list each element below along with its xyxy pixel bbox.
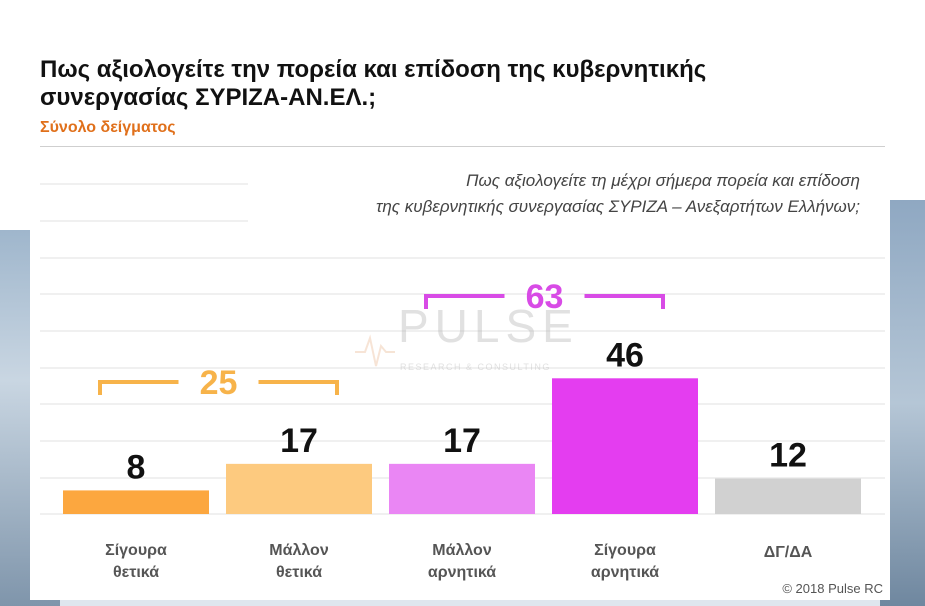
page-title: Πως αξιολογείτε την πορεία και επίδοση τ… bbox=[40, 56, 707, 111]
copyright-note: © 2018 Pulse RC bbox=[782, 581, 883, 596]
category-label: Σίγουρα bbox=[594, 542, 656, 559]
category-label: Μάλλον bbox=[432, 542, 492, 559]
group-bracket-left bbox=[98, 380, 179, 395]
group-bracket-right bbox=[258, 380, 339, 395]
category-label: αρνητικά bbox=[428, 564, 496, 581]
bar bbox=[715, 478, 861, 514]
title-separator bbox=[40, 146, 885, 147]
group-total-label: 25 bbox=[200, 364, 238, 402]
group-bracket-right bbox=[584, 294, 665, 309]
sample-subtitle: Σύνολο δείγματος bbox=[40, 119, 176, 136]
bar-value-label: 46 bbox=[606, 336, 644, 374]
survey-question-line-1: Πως αξιολογείτε τη μέχρι σήμερα πορεία κ… bbox=[466, 171, 860, 190]
bars-layer: 8 17 17 46 12 bbox=[63, 336, 861, 514]
category-label: αρνητικά bbox=[591, 564, 659, 581]
bar-value-label: 17 bbox=[443, 422, 481, 460]
category-label: θετικά bbox=[113, 564, 159, 581]
bar-value-label: 8 bbox=[127, 448, 146, 486]
group-total-label: 63 bbox=[526, 278, 564, 316]
category-label: Μάλλον bbox=[269, 542, 329, 559]
bar-value-label: 17 bbox=[280, 422, 318, 460]
category-label: θετικά bbox=[276, 564, 322, 581]
survey-question-line-2: της κυβερνητικής συνεργασίας ΣΥΡΙΖΑ – Αν… bbox=[376, 197, 860, 216]
group-bracket-left bbox=[424, 294, 505, 309]
category-label: ΔΓ/ΔΑ bbox=[764, 544, 813, 561]
bar bbox=[226, 463, 372, 514]
survey-question: Πως αξιολογείτε τη μέχρι σήμερα πορεία κ… bbox=[230, 168, 860, 220]
watermark-tagline: RESEARCH & CONSULTING bbox=[400, 362, 551, 372]
group-brackets: 25 63 bbox=[98, 278, 665, 402]
bar bbox=[389, 463, 535, 514]
category-label: Σίγουρα bbox=[105, 542, 167, 559]
bar-value-label: 12 bbox=[769, 437, 807, 475]
bar bbox=[552, 378, 698, 514]
heartbeat-icon bbox=[355, 334, 395, 367]
category-labels: Σίγουρα θετικά Μάλλον θετικά Μάλλον αρνητικά Σ… bbox=[105, 542, 813, 581]
bar bbox=[63, 490, 209, 514]
